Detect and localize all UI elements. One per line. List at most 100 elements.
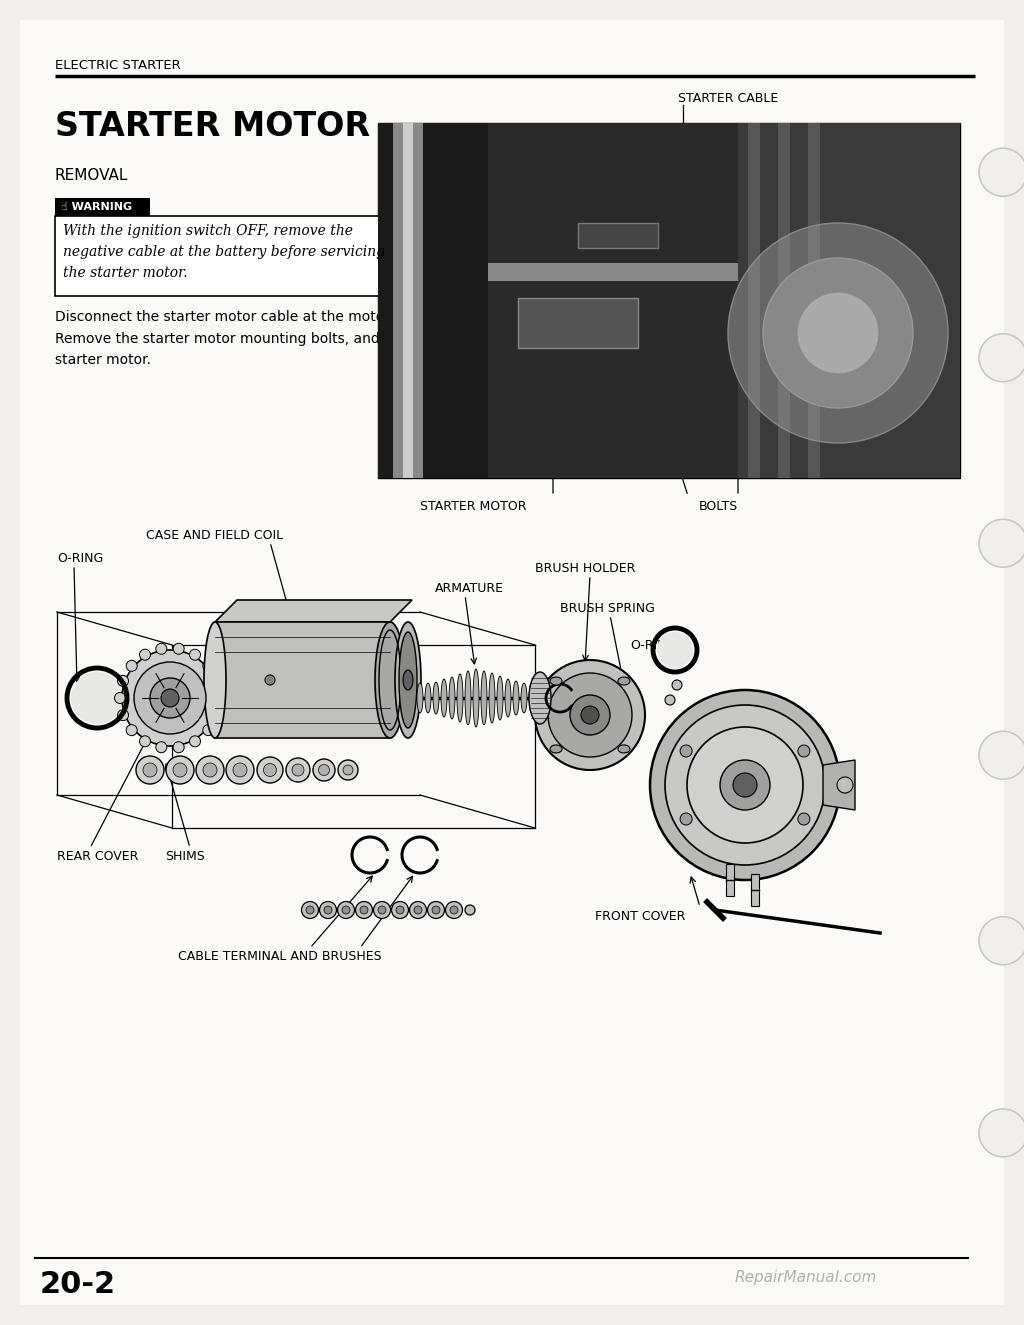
Circle shape	[173, 742, 184, 753]
Text: ELECTRIC STARTER: ELECTRIC STARTER	[55, 60, 181, 72]
Text: Disconnect the starter motor cable at the motor.
Remove the starter motor mounti: Disconnect the starter motor cable at th…	[55, 310, 393, 367]
Circle shape	[318, 765, 330, 775]
Circle shape	[378, 906, 386, 914]
Bar	[751, 874, 759, 906]
Circle shape	[687, 727, 803, 843]
Ellipse shape	[395, 621, 421, 738]
Circle shape	[650, 690, 840, 880]
Circle shape	[139, 649, 151, 660]
Text: ☝ WARNING: ☝ WARNING	[61, 201, 132, 212]
Ellipse shape	[433, 682, 439, 714]
Circle shape	[720, 761, 770, 810]
Text: STARTER MOTOR: STARTER MOTOR	[55, 110, 370, 143]
Ellipse shape	[465, 670, 471, 725]
Circle shape	[301, 901, 318, 918]
Ellipse shape	[417, 682, 423, 713]
Circle shape	[979, 334, 1024, 382]
Circle shape	[286, 758, 310, 782]
Bar	[748, 123, 760, 478]
Circle shape	[570, 696, 610, 735]
Circle shape	[657, 632, 693, 668]
Ellipse shape	[375, 621, 406, 738]
Circle shape	[313, 759, 335, 780]
Circle shape	[173, 643, 184, 655]
Bar	[55, 216, 425, 295]
Bar	[808, 123, 820, 478]
Text: RepairManual.com: RepairManual.com	[735, 1269, 878, 1285]
Circle shape	[226, 757, 254, 784]
Bar	[738, 123, 961, 478]
Ellipse shape	[204, 621, 226, 738]
Circle shape	[118, 710, 129, 721]
Bar	[488, 262, 738, 281]
Circle shape	[143, 763, 157, 776]
Ellipse shape	[489, 673, 495, 723]
Bar	[726, 864, 734, 896]
Circle shape	[798, 745, 810, 757]
Circle shape	[427, 901, 444, 918]
Circle shape	[173, 763, 187, 776]
Circle shape	[319, 901, 337, 918]
Circle shape	[798, 814, 810, 825]
Ellipse shape	[513, 681, 519, 716]
Circle shape	[126, 725, 137, 735]
Circle shape	[292, 765, 304, 776]
Ellipse shape	[473, 669, 479, 727]
Circle shape	[150, 678, 190, 718]
Polygon shape	[215, 600, 412, 621]
Text: STARTER MOTOR: STARTER MOTOR	[420, 500, 526, 513]
Circle shape	[465, 905, 475, 916]
Ellipse shape	[449, 677, 455, 719]
Circle shape	[665, 696, 675, 705]
Bar	[378, 123, 488, 478]
Ellipse shape	[481, 670, 487, 725]
Circle shape	[156, 643, 167, 655]
Circle shape	[338, 761, 358, 780]
Circle shape	[396, 906, 404, 914]
Circle shape	[203, 763, 217, 776]
Circle shape	[979, 519, 1024, 567]
Circle shape	[391, 901, 409, 918]
Circle shape	[728, 223, 948, 443]
Bar	[778, 123, 790, 478]
Text: CASE AND FIELD COIL: CASE AND FIELD COIL	[146, 529, 284, 542]
Circle shape	[126, 660, 137, 672]
Bar	[55, 197, 150, 216]
Ellipse shape	[505, 678, 511, 717]
Circle shape	[257, 757, 283, 783]
Ellipse shape	[441, 678, 447, 717]
Circle shape	[360, 906, 368, 914]
Circle shape	[189, 735, 201, 747]
Circle shape	[672, 680, 682, 690]
Text: FRONT COVER: FRONT COVER	[595, 910, 685, 924]
Text: REAR COVER: REAR COVER	[57, 851, 138, 863]
Circle shape	[445, 901, 463, 918]
Circle shape	[432, 906, 440, 914]
Text: STARTER CABLE: STARTER CABLE	[678, 91, 778, 105]
Circle shape	[355, 901, 373, 918]
Ellipse shape	[529, 672, 551, 723]
Circle shape	[212, 710, 222, 721]
Circle shape	[535, 660, 645, 770]
Circle shape	[414, 906, 422, 914]
Circle shape	[342, 906, 350, 914]
Circle shape	[798, 293, 878, 374]
Circle shape	[212, 676, 222, 686]
Text: SHIMS: SHIMS	[165, 851, 205, 863]
Circle shape	[343, 765, 353, 775]
Ellipse shape	[497, 676, 503, 719]
Bar	[393, 123, 423, 478]
Text: CABLE TERMINAL AND BRUSHES: CABLE TERMINAL AND BRUSHES	[178, 950, 382, 963]
Circle shape	[118, 676, 129, 686]
Text: 20-2: 20-2	[40, 1269, 116, 1298]
Polygon shape	[823, 761, 855, 810]
Ellipse shape	[550, 745, 562, 753]
Circle shape	[450, 906, 458, 914]
Ellipse shape	[457, 674, 463, 722]
Text: O-RING: O-RING	[57, 553, 103, 564]
Circle shape	[265, 674, 275, 685]
Circle shape	[161, 689, 179, 708]
Circle shape	[979, 731, 1024, 779]
Circle shape	[203, 725, 214, 735]
Circle shape	[979, 148, 1024, 196]
